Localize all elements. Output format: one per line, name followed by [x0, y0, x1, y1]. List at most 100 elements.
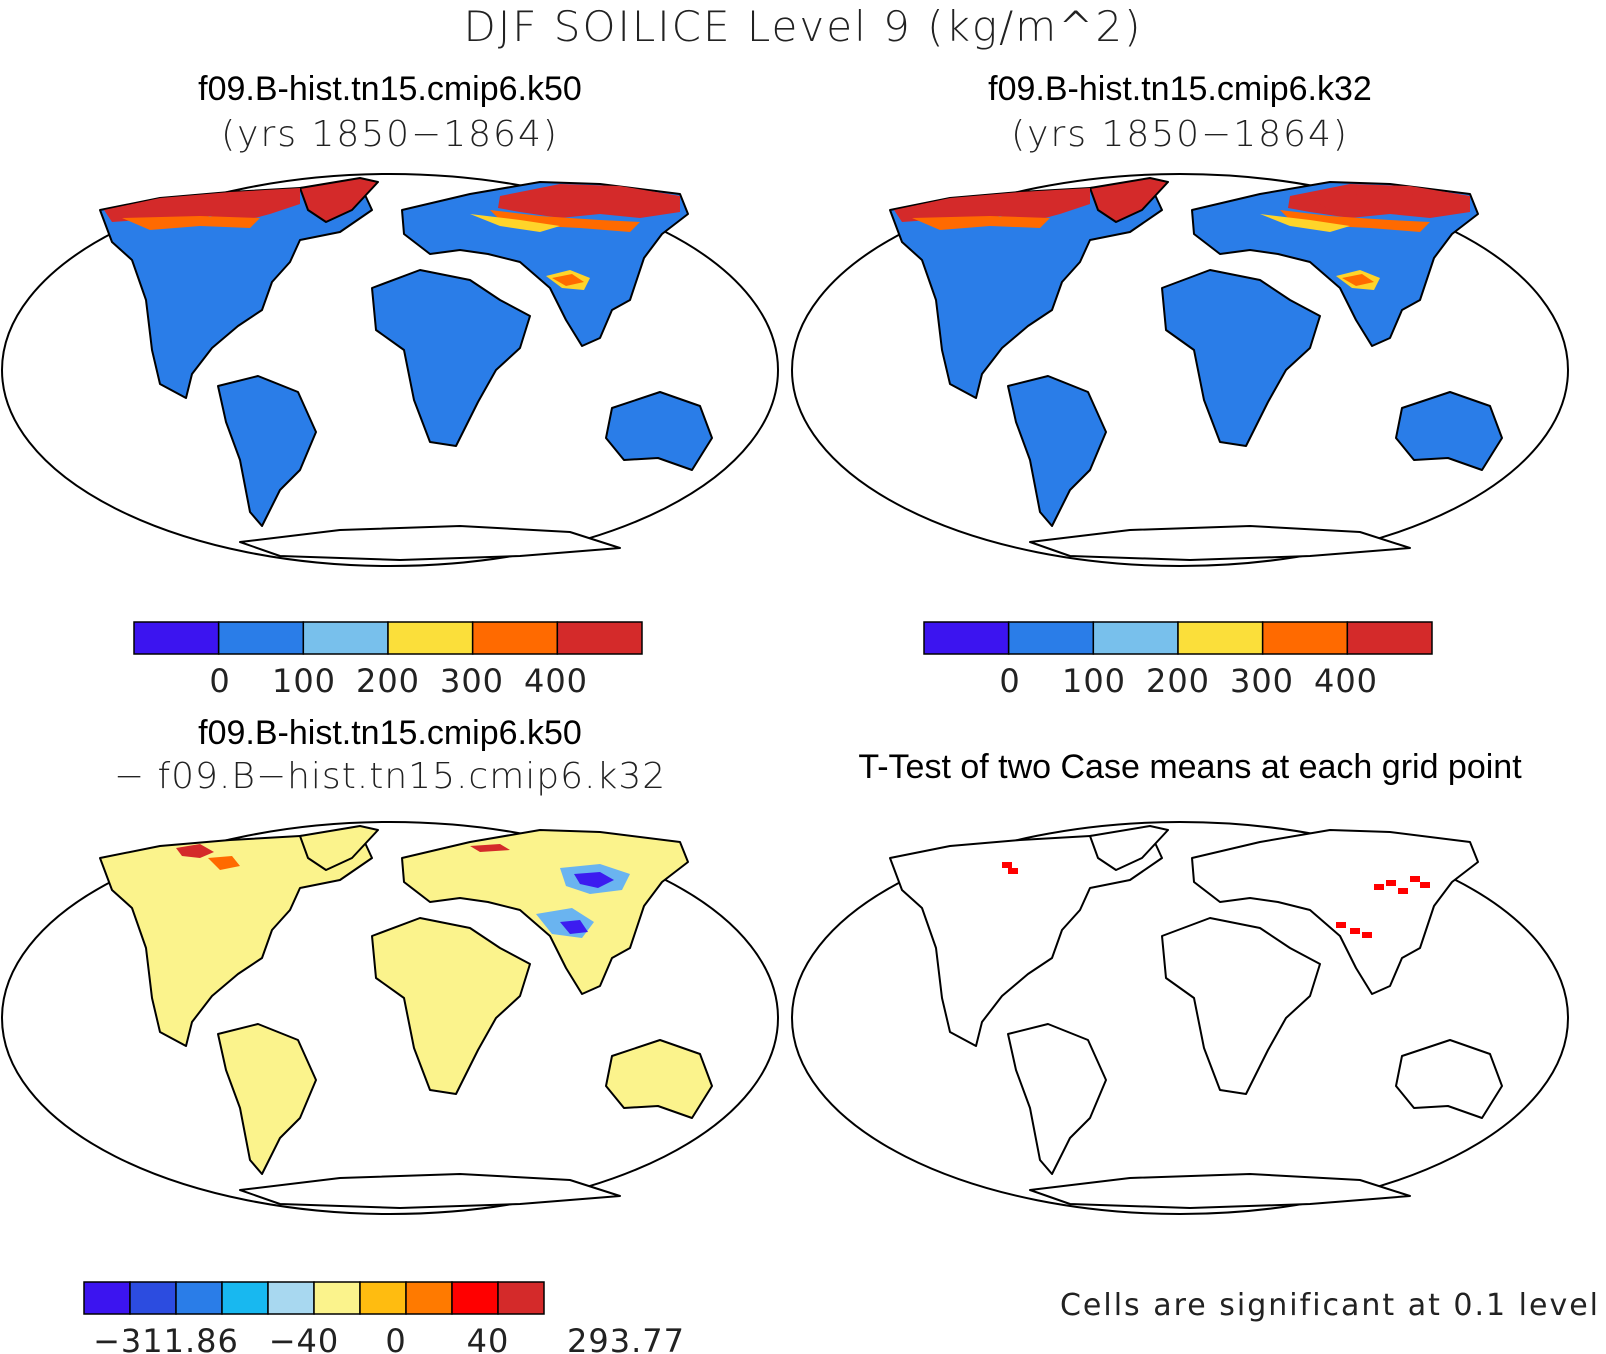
colorbar-label: 40	[467, 1322, 510, 1354]
case-land-greenland	[1089, 177, 1169, 223]
case-land-greenland	[299, 177, 379, 223]
high-ice-north-america	[894, 188, 1090, 224]
mid-ice-siberia	[1280, 210, 1430, 232]
case-land-australia	[605, 391, 713, 471]
colorbar-swatch	[1092, 621, 1179, 655]
mid-ice-north-america	[122, 216, 260, 230]
significant-cell	[1008, 868, 1018, 874]
colorbar-swatch	[1177, 621, 1264, 655]
significant-cell	[1410, 876, 1420, 882]
significant-cell	[1374, 884, 1384, 890]
colorbar-bottom-left: −311.86 −40 0 40 293.77	[83, 1281, 685, 1354]
colorbar-swatch	[359, 1281, 407, 1315]
colorbar-label: 0	[209, 662, 230, 700]
colorbar-label: 100	[272, 662, 336, 700]
colorbar-swatch	[923, 621, 1010, 655]
high-ice-north-america	[104, 188, 300, 224]
significant-cell	[1386, 880, 1396, 886]
diff-positive-hudson	[208, 856, 240, 870]
colorbar-label: 200	[1146, 662, 1210, 700]
diff-land-australia	[605, 1039, 713, 1119]
colorbar-label: −40	[269, 1322, 340, 1354]
low-ice-siberia	[470, 214, 560, 232]
colorbar-swatch	[221, 1281, 269, 1315]
colorbar-swatch	[267, 1281, 315, 1315]
colorbar-label: 300	[440, 662, 504, 700]
map-panel-bottom-left	[1, 821, 779, 1215]
ttest-australia	[1395, 1039, 1503, 1119]
colorbar-swatch	[387, 621, 474, 655]
ttest-south-america	[1007, 1023, 1107, 1175]
colorbar-label: −311.86	[93, 1322, 239, 1354]
ttest-antarctica	[1029, 1173, 1411, 1209]
colorbar-swatch	[1346, 621, 1433, 655]
case-land-antarctica	[239, 525, 621, 561]
colorbar-label: 100	[1062, 662, 1126, 700]
colorbar-label: 0	[385, 1322, 406, 1354]
colorbar-label: 0	[999, 662, 1020, 700]
colorbar-swatch	[451, 1281, 499, 1315]
mid-ice-tibet	[1342, 274, 1374, 286]
panel-tl-years: (yrs 1850−1864)	[221, 114, 559, 155]
panel-br-ttest-title: T-Test of two Case means at each grid po…	[858, 748, 1522, 786]
panel-br-significance-note: Cells are significant at 0.1 level	[1059, 1288, 1600, 1323]
ttest-eurasia	[1191, 829, 1479, 995]
colorbar-top-right: 0 100 200 300 400	[923, 621, 1433, 700]
colorbar-label: 400	[1314, 662, 1378, 700]
diff-positive-siberia	[470, 844, 510, 852]
colorbar-swatch	[217, 621, 305, 655]
colorbar-swatch	[83, 1281, 131, 1315]
panel-tr-case-title: f09.B-hist.tn15.cmip6.k32	[988, 70, 1372, 108]
significant-cell	[1398, 888, 1408, 894]
mid-ice-tibet	[552, 274, 584, 286]
diff-land-greenland	[299, 825, 379, 871]
mid-ice-siberia	[490, 210, 640, 232]
map-panel-top-right	[791, 173, 1569, 567]
panel-bl-subtract-title: − f09.B−hist.tn15.cmip6.k32	[113, 756, 667, 797]
significant-cell	[1350, 928, 1360, 934]
colorbar-swatch	[133, 621, 220, 655]
diff-land-antarctica	[239, 1173, 621, 1209]
case-land-africa	[1161, 269, 1321, 447]
colorbar-swatch	[1261, 621, 1349, 655]
diff-negative-siberia	[574, 872, 614, 888]
colorbar-swatch	[556, 621, 643, 655]
colorbar-swatch	[302, 621, 389, 655]
colorbar-swatch	[313, 1281, 361, 1315]
colorbar-label: 293.77	[567, 1322, 685, 1354]
figure-title: DJF SOILICE Level 9 (kg/m^2)	[463, 2, 1143, 51]
panel-tr-years: (yrs 1850−1864)	[1011, 114, 1349, 155]
ttest-greenland	[1089, 825, 1169, 871]
map-panel-top-left	[1, 173, 779, 567]
case-land-australia	[1395, 391, 1503, 471]
diff-land-africa	[371, 917, 531, 1095]
colorbar-swatch	[129, 1281, 177, 1315]
map-panel-bottom-right	[791, 821, 1569, 1215]
significant-cell	[1362, 932, 1372, 938]
significant-cell	[1336, 922, 1346, 928]
high-ice-siberia	[498, 184, 680, 218]
colorbar-swatch	[471, 621, 559, 655]
case-land-south-america	[217, 375, 317, 527]
ttest-africa	[1161, 917, 1321, 1095]
panel-bl-case-title: f09.B-hist.tn15.cmip6.k50	[198, 714, 582, 752]
significant-cell	[1002, 862, 1012, 868]
colorbar-swatch	[497, 1281, 545, 1315]
extra-high-ice-siberia	[1310, 192, 1460, 210]
significant-cell	[1420, 882, 1430, 888]
mid-ice-north-america	[912, 216, 1050, 230]
colorbar-top-left: 0 100 200 300 400	[133, 621, 643, 700]
colorbar-swatch	[175, 1281, 223, 1315]
colorbar-swatch	[405, 1281, 453, 1315]
colorbar-label: 400	[524, 662, 588, 700]
case-land-antarctica	[1029, 525, 1411, 561]
panel-tl-case-title: f09.B-hist.tn15.cmip6.k50	[198, 70, 582, 108]
colorbar-label: 200	[356, 662, 420, 700]
diff-positive-canada	[176, 844, 214, 858]
diff-land-south-america	[217, 1023, 317, 1175]
colorbar-swatch	[1007, 621, 1095, 655]
low-ice-siberia	[1260, 214, 1350, 232]
case-land-africa	[371, 269, 531, 447]
colorbar-label: 300	[1230, 662, 1294, 700]
case-land-south-america	[1007, 375, 1107, 527]
